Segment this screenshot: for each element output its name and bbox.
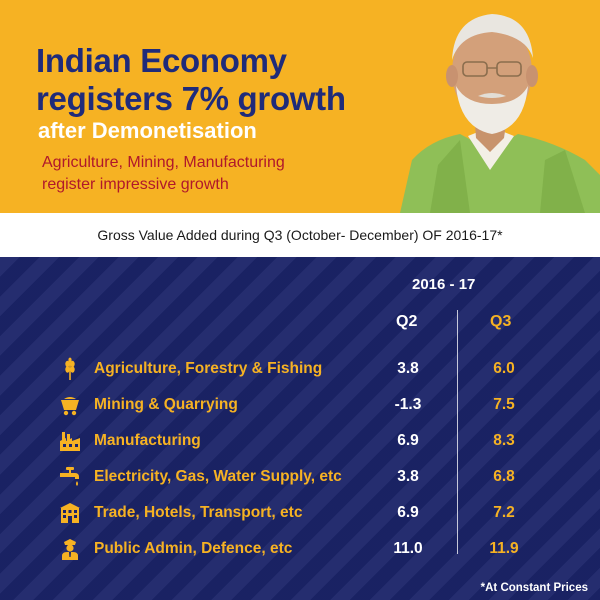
- portrait-photo: [400, 14, 600, 213]
- table-row: Manufacturing 6.9 8.3: [0, 429, 600, 457]
- table-row: Mining & Quarrying -1.3 7.5: [0, 393, 600, 421]
- row-value-q2: 6.9: [397, 504, 419, 521]
- row-value-q3: 7.2: [493, 504, 515, 521]
- row-label: Mining & Quarrying: [94, 396, 238, 413]
- column-divider: [457, 310, 458, 554]
- table-row: Trade, Hotels, Transport, etc 6.9 7.2: [0, 501, 600, 529]
- row-label: Manufacturing: [94, 432, 201, 449]
- table-row: Electricity, Gas, Water Supply, etc 3.8 …: [0, 465, 600, 493]
- row-value-q2: 11.0: [393, 540, 423, 557]
- row-label: Agriculture, Forestry & Fishing: [94, 360, 323, 377]
- subtitle-line-1: Agriculture, Mining, Manufacturing: [42, 154, 285, 171]
- column-header-q3: Q3: [490, 313, 512, 330]
- row-label: Electricity, Gas, Water Supply, etc: [94, 468, 342, 485]
- column-header-q2: Q2: [396, 313, 418, 330]
- table-row: Agriculture, Forestry & Fishing 3.8 6.0: [0, 357, 600, 385]
- officer-icon: [62, 539, 78, 560]
- row-label: Trade, Hotels, Transport, etc: [94, 504, 303, 521]
- title-line-1: Indian Economy: [36, 42, 287, 79]
- year-header: 2016 - 17: [412, 276, 476, 293]
- row-label: Public Admin, Defence, etc: [94, 540, 293, 557]
- caption-text: Gross Value Added during Q3 (October- De…: [97, 227, 503, 243]
- gva-table: 2016 - 17 Q2 Q3 Agriculture, Forestry & …: [0, 257, 600, 600]
- row-value-q3: 7.5: [493, 396, 515, 413]
- row-value-q2: 3.8: [397, 360, 419, 377]
- building-icon: [60, 503, 80, 523]
- title-line-2: registers 7% growth: [36, 80, 346, 117]
- row-value-q3: 8.3: [493, 432, 515, 449]
- row-value-q2: 3.8: [397, 468, 419, 485]
- table-row: Public Admin, Defence, etc 11.0 11.9: [0, 537, 600, 565]
- row-value-q3: 11.9: [489, 540, 519, 557]
- factory-icon: [60, 432, 80, 451]
- row-value-q3: 6.0: [493, 360, 515, 377]
- wheat-icon: [65, 357, 75, 380]
- subtitle-line-2: register impressive growth: [42, 176, 229, 193]
- header-banner: Indian Economy registers 7% growth after…: [0, 0, 600, 213]
- row-value-q2: 6.9: [397, 432, 419, 449]
- row-value-q3: 6.8: [493, 468, 515, 485]
- water-tap-icon: [60, 467, 79, 486]
- title-line-3: after Demonetisation: [38, 118, 257, 143]
- mine-cart-icon: [61, 397, 79, 416]
- caption-strip: Gross Value Added during Q3 (October- De…: [0, 213, 600, 257]
- footnote: *At Constant Prices: [480, 582, 588, 594]
- row-value-q2: -1.3: [394, 396, 422, 413]
